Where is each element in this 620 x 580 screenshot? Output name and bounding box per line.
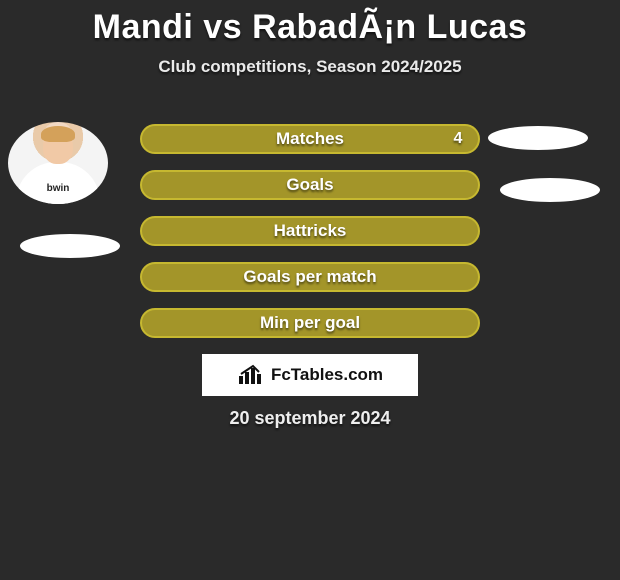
- brand-chart-icon: [237, 364, 265, 386]
- player-left-avatar: bwin: [8, 122, 108, 204]
- stat-bar-min-per-goal: Min per goal: [140, 308, 480, 338]
- date-text: 20 september 2024: [0, 408, 620, 429]
- stat-bar-matches: Matches 4: [140, 124, 480, 154]
- left-name-blob: [20, 234, 120, 258]
- stat-label: Hattricks: [142, 221, 478, 241]
- stat-bars: Matches 4 Goals Hattricks Goals per matc…: [140, 124, 480, 354]
- right-name-blob-2: [500, 178, 600, 202]
- stat-label: Goals per match: [142, 267, 478, 287]
- right-name-blob-1: [488, 126, 588, 150]
- stat-bar-goals-per-match: Goals per match: [140, 262, 480, 292]
- stat-label: Min per goal: [142, 313, 478, 333]
- stat-label: Matches: [142, 129, 478, 149]
- avatar-sponsor: bwin: [47, 183, 70, 194]
- stat-bar-hattricks: Hattricks: [140, 216, 480, 246]
- brand-text: FcTables.com: [271, 365, 383, 385]
- comparison-card: Mandi vs RabadÃ¡n Lucas Club competition…: [0, 0, 620, 580]
- brand-box[interactable]: FcTables.com: [202, 354, 418, 396]
- avatar-hair: [41, 126, 75, 142]
- subtitle: Club competitions, Season 2024/2025: [0, 57, 620, 77]
- stat-bar-goals: Goals: [140, 170, 480, 200]
- page-title: Mandi vs RabadÃ¡n Lucas: [0, 0, 620, 51]
- stat-label: Goals: [142, 175, 478, 195]
- stat-right-value: 4: [452, 130, 464, 148]
